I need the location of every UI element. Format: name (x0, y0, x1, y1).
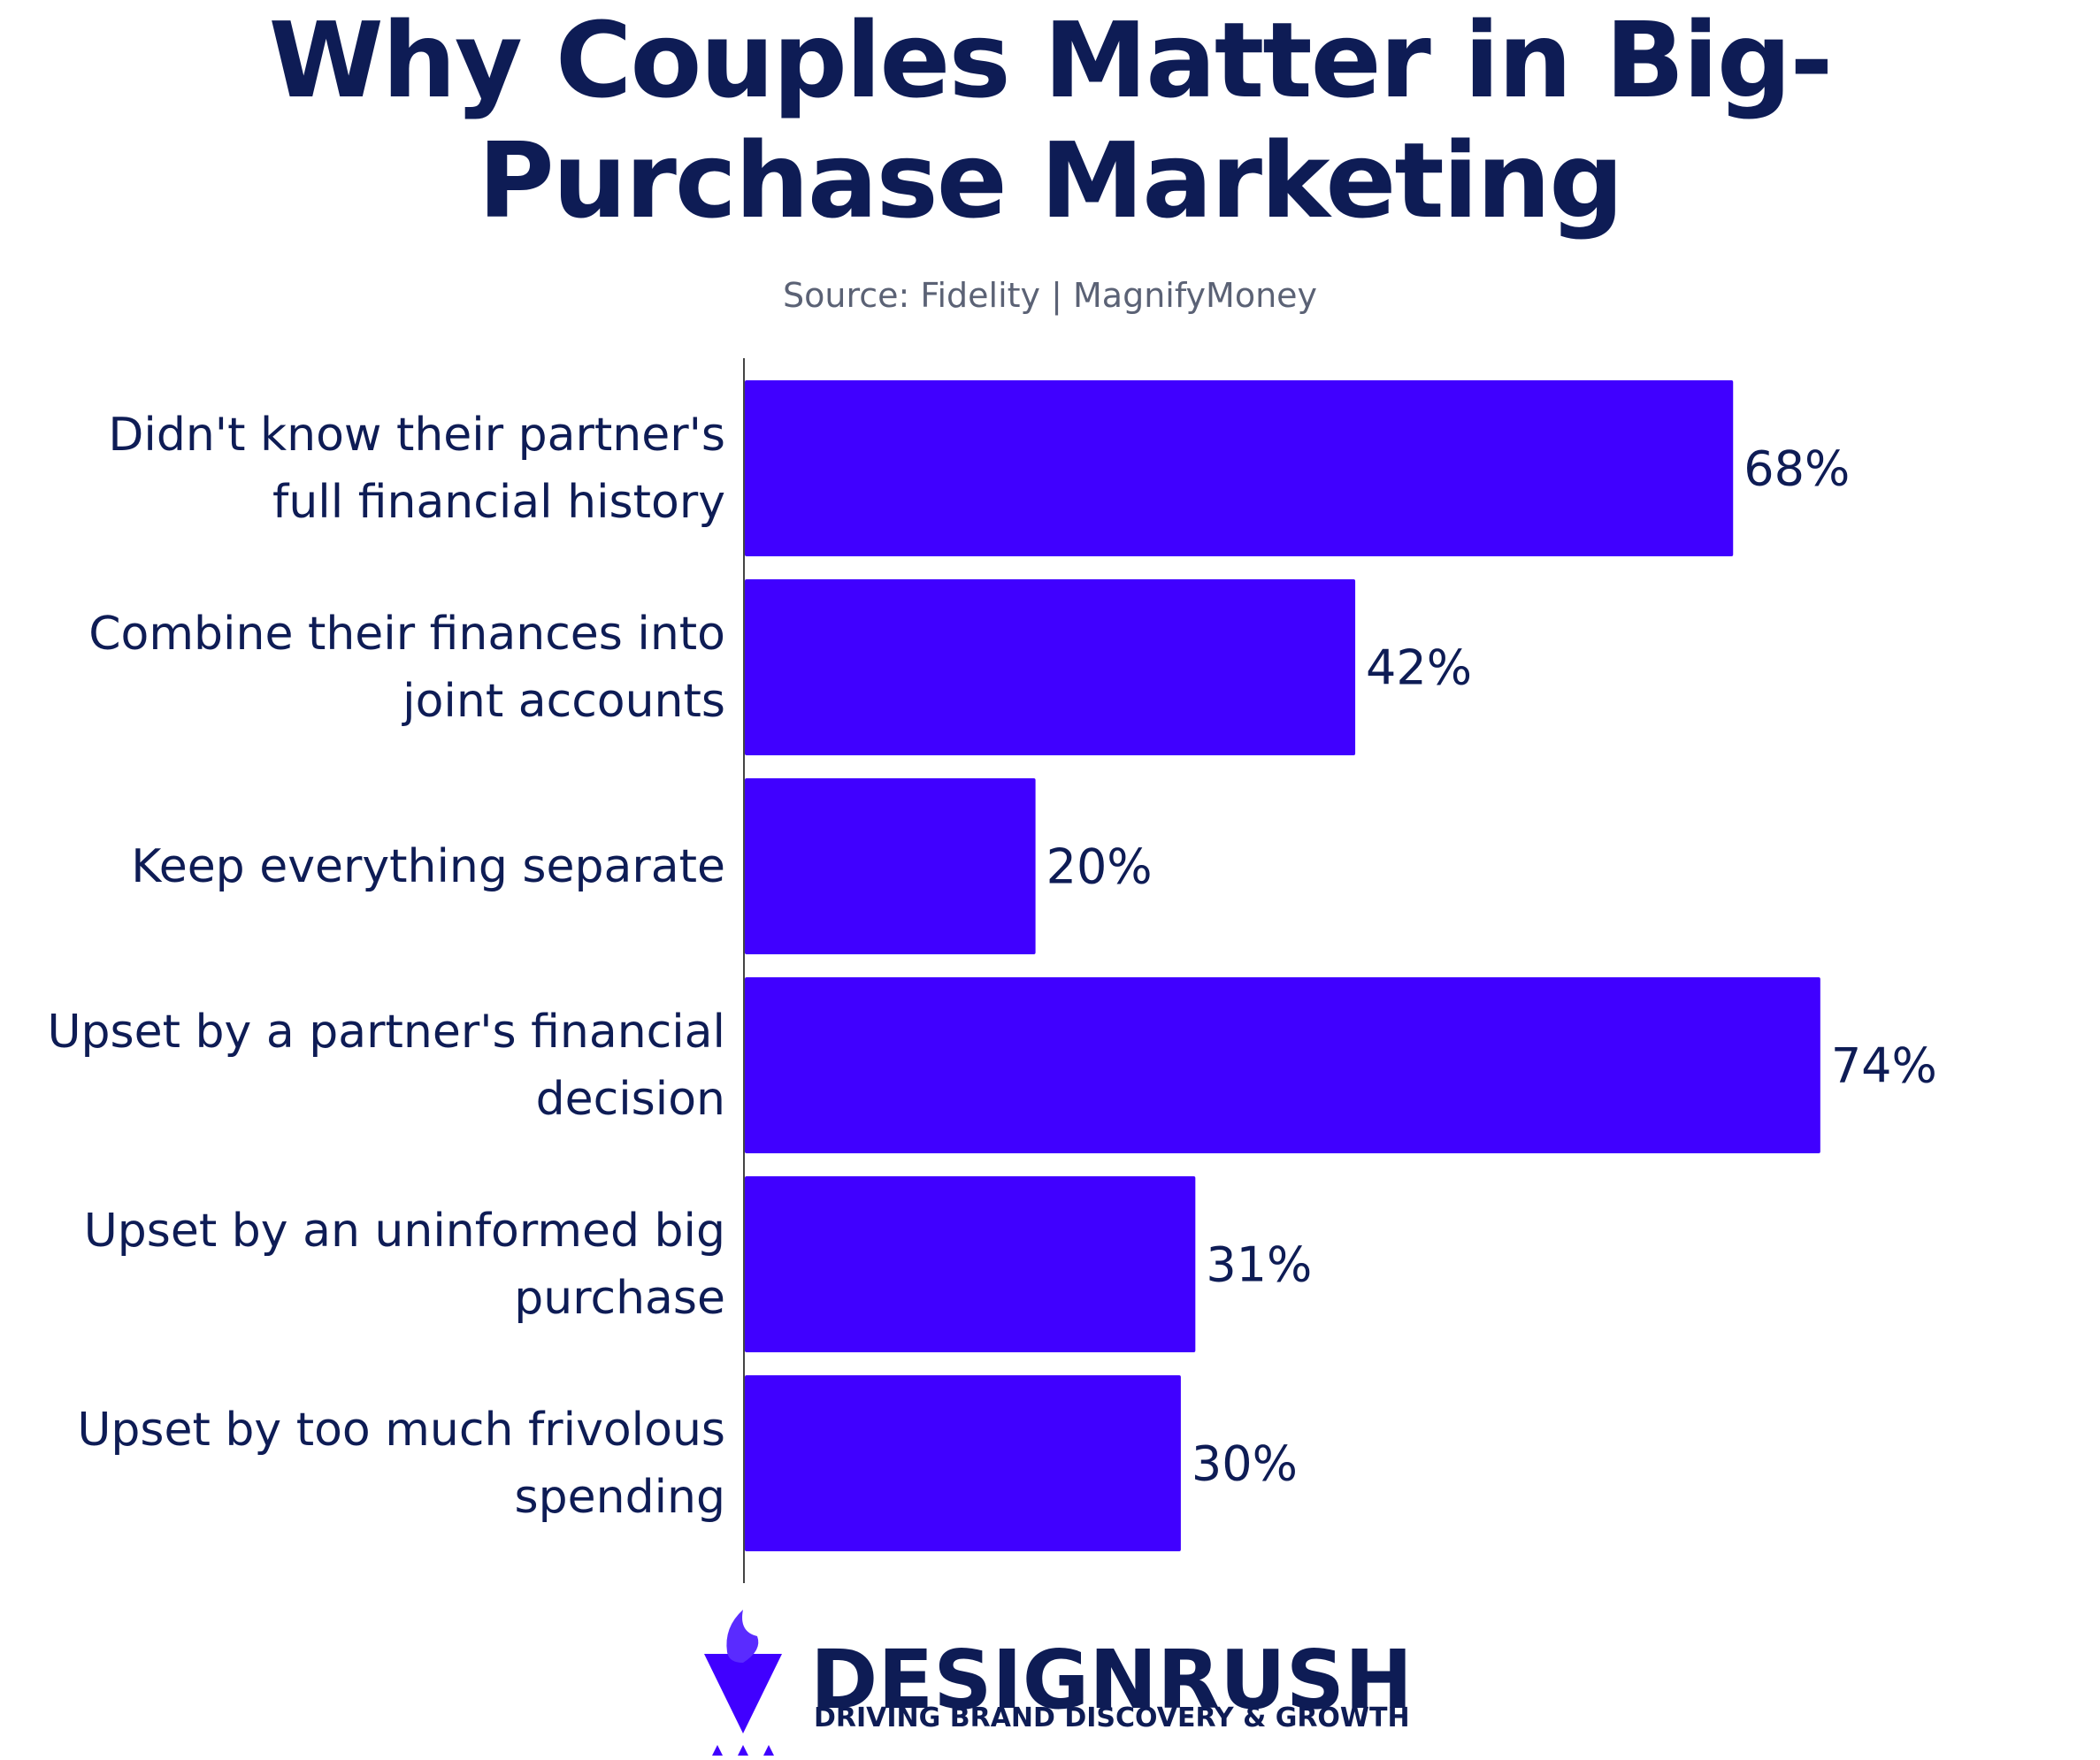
category-label: Upset by an uninformed big purchase (83, 1204, 725, 1325)
logo-name: DESIGNRUSH (810, 1633, 1414, 1727)
chart-title: Why Couples Matter in Big-Purchase Marke… (268, 0, 1834, 241)
category-label: Upset by too much frivolous spending (77, 1403, 725, 1524)
bar (745, 1375, 1181, 1551)
value-label: 42% (1366, 639, 1473, 695)
logo-icon (704, 1610, 782, 1756)
value-label: 31% (1206, 1236, 1313, 1292)
value-label: 74% (1830, 1037, 1937, 1093)
bar (745, 1176, 1196, 1352)
chart-subtitle: Source: Fidelity | MagnifyMoney (782, 276, 1318, 315)
category-label: Upset by a partner's financial decision (47, 1005, 725, 1126)
logo-tagline: DRIVING BRAND DISCOVERY & GROWTH (814, 1703, 1410, 1733)
category-label: Keep everything separate (131, 839, 725, 893)
value-label: 68% (1744, 440, 1851, 496)
category-label: Combine their finances into joint accoun… (88, 607, 725, 728)
value-label: 20% (1046, 838, 1153, 894)
value-label: 30% (1191, 1435, 1298, 1491)
bar (745, 380, 1734, 556)
bar (745, 778, 1036, 954)
category-label: Didn't know their partner's full financi… (108, 408, 725, 529)
bar (745, 977, 1820, 1153)
bar (745, 579, 1356, 755)
